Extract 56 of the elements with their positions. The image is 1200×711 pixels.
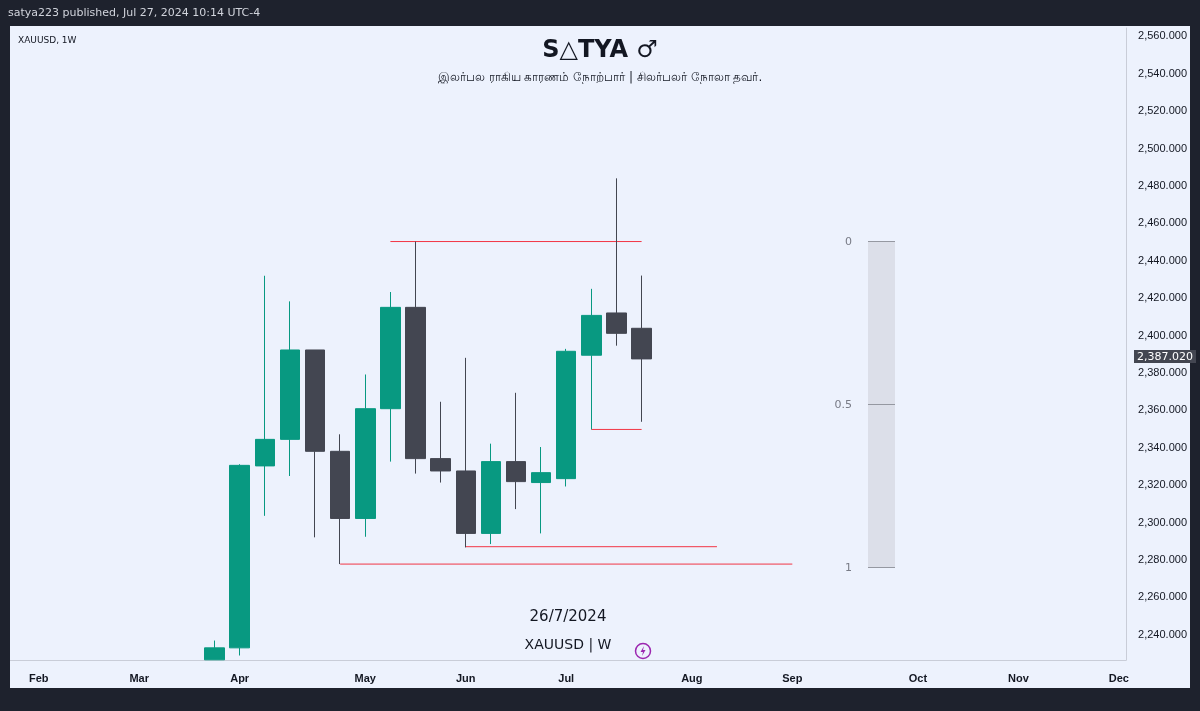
x-tick-label: Sep [782,671,803,684]
candlestick [255,275,275,517]
chart-title: S△TYA ♂ [542,35,658,63]
y-tick-label: 2,340.000 [1138,440,1187,453]
y-tick-label: 2,400.000 [1138,328,1187,341]
candlestick [305,349,325,538]
y-tick-label: 2,260.000 [1138,590,1187,603]
x-tick-label: Mar [129,671,150,684]
candlestick [556,348,576,487]
annotation: 0.5 [834,398,852,411]
candlestick [330,433,350,565]
text: 2,387.020 [1134,350,1196,363]
y-tick-label: 2,360.000 [1138,403,1187,416]
annotation: 0 [845,235,852,248]
x-tick-label: Nov [1008,671,1030,684]
x-tick-label: Jun [455,671,476,684]
x-tick-label: Jul [558,671,575,684]
candlestick [430,401,451,484]
candlestick [355,373,376,538]
y-tick-label: 2,420.000 [1138,291,1187,304]
candlestick [581,288,602,430]
y-tick-label: 2,240.000 [1138,627,1187,640]
candlestick [606,177,627,347]
text: இலர்பல ராகிய காரணம் நோற்பார் | சிலர்பலர் நோலா தவர். [437,70,763,85]
y-tick-label: 2,300.000 [1138,515,1187,528]
annotation: 1 [845,561,852,574]
y-tick-label: 2,520.000 [1138,104,1187,117]
y-tick-label: 2,560.000 [1138,29,1187,42]
x-tick-label: Apr [230,671,250,684]
x-tick-label: Oct [908,671,928,684]
x-tick-label: Aug [681,671,703,684]
candlestick [631,275,652,423]
candlestick [405,241,426,475]
annotation: XAUUSD | W [524,636,612,652]
y-tick-label: 2,440.000 [1138,253,1187,266]
y-tick-label: 2,500.000 [1138,141,1187,154]
candlestick [506,392,526,510]
annotation: XAUUSD, 1W [18,35,77,45]
candlestick [380,291,401,463]
candlestick [229,463,250,657]
candlestick [456,357,476,548]
x-tick-label: Feb [28,671,49,684]
candlestick [531,446,551,534]
y-tick-label: 2,320.000 [1138,478,1187,491]
y-tick-label: 2,540.000 [1138,66,1187,79]
y-tick-label: 2,480.000 [1138,179,1187,192]
y-tick-label: 2,280.000 [1138,553,1187,566]
text: satya223 published, Jul 27, 2024 10:14 UTC-4 [8,6,261,19]
annotation: 26/7/2024 [529,607,607,625]
y-tick-label: 2,380.000 [1138,366,1187,379]
candlestick [204,640,225,661]
candlestick [280,300,300,477]
x-tick-label: May [354,671,377,684]
candlestick [481,443,501,545]
y-tick-label: 2,460.000 [1138,216,1187,229]
x-tick-label: Dec [1108,671,1129,684]
